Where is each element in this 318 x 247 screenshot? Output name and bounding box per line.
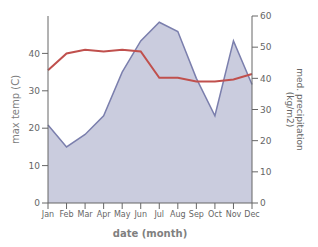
svg-text:date (month): date (month) <box>113 228 187 239</box>
svg-text:10: 10 <box>29 161 41 171</box>
svg-text:Jun: Jun <box>133 210 147 219</box>
svg-text:20: 20 <box>260 136 272 146</box>
svg-text:50: 50 <box>260 42 272 52</box>
svg-text:Nov: Nov <box>226 210 242 219</box>
svg-text:Aug: Aug <box>170 210 186 219</box>
svg-text:40: 40 <box>29 49 41 59</box>
svg-text:60: 60 <box>260 11 272 21</box>
svg-text:0: 0 <box>260 198 266 208</box>
svg-text:Apr: Apr <box>97 210 112 219</box>
svg-text:30: 30 <box>260 105 272 115</box>
svg-text:40: 40 <box>260 74 272 84</box>
svg-text:Dec: Dec <box>244 210 259 219</box>
svg-text:May: May <box>114 210 131 219</box>
svg-text:Jan: Jan <box>41 210 54 219</box>
svg-text:Feb: Feb <box>59 210 73 219</box>
svg-text:max temp (C): max temp (C) <box>10 75 21 144</box>
svg-text:Mar: Mar <box>78 210 94 219</box>
svg-text:10: 10 <box>260 167 272 177</box>
svg-text:med. precipitation(kg/m2): med. precipitation(kg/m2) <box>285 68 305 150</box>
svg-text:30: 30 <box>29 86 41 96</box>
svg-text:Jul: Jul <box>153 210 164 219</box>
svg-text:Sep: Sep <box>189 210 204 219</box>
svg-text:20: 20 <box>29 123 41 133</box>
svg-text:Oct: Oct <box>208 210 222 219</box>
svg-text:0: 0 <box>34 198 40 208</box>
